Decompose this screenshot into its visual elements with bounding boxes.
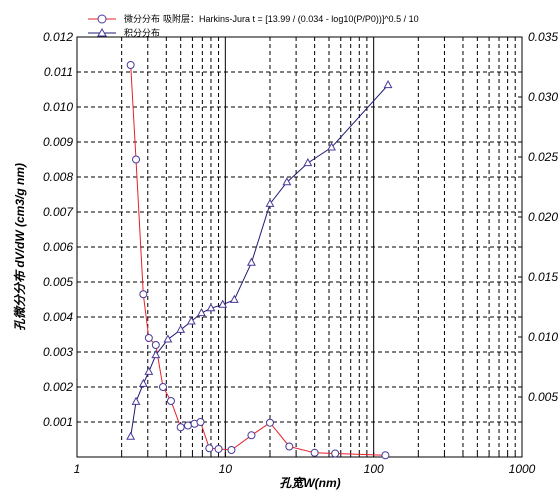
data-point-triangle <box>218 299 228 308</box>
data-point-circle <box>176 423 185 432</box>
tick-label-left: 0.011 <box>44 65 73 79</box>
tick-label-right: 0.020 <box>528 210 558 224</box>
series-line-1 <box>130 84 389 437</box>
y-axis-title: 孔微分分布 dV/dW (cm3/g nm) <box>13 163 27 331</box>
data-point-triangle <box>163 334 173 343</box>
tick-label-left: 0.006 <box>43 240 73 254</box>
data-point-triangle <box>144 366 154 375</box>
legend-marker-circle <box>97 14 107 24</box>
tick-label-left: 0.005 <box>43 275 73 289</box>
legend-label-differential: 微分分布 <box>124 13 160 24</box>
data-point-circle <box>205 444 214 453</box>
data-point-triangle <box>186 316 196 325</box>
series-markers <box>126 61 393 460</box>
data-point-triangle <box>303 157 313 167</box>
tick-label-left: 0.007 <box>43 205 74 219</box>
grid <box>77 37 522 457</box>
data-point-circle <box>331 449 340 458</box>
tick-label-right: 0.010 <box>528 330 558 344</box>
data-point-circle <box>214 444 223 453</box>
data-point-circle <box>381 451 390 460</box>
data-point-triangle <box>265 198 275 207</box>
data-point-triangle <box>151 349 161 359</box>
tick-label-left: 0.008 <box>43 170 73 184</box>
tick-label-right: 0.015 <box>528 270 558 284</box>
data-point-circle <box>227 446 236 454</box>
data-point-circle <box>265 418 274 427</box>
data-point-circle <box>183 421 192 430</box>
tick-label-left: 0.004 <box>43 310 73 324</box>
data-point-triangle <box>131 396 141 405</box>
data-point-triangle <box>247 257 256 266</box>
data-point-circle <box>285 442 294 451</box>
data-point-circle <box>151 341 160 349</box>
data-point-triangle <box>206 303 216 312</box>
series-lines <box>130 64 389 456</box>
data-point-circle <box>159 383 168 391</box>
tick-label-x: 100 <box>364 462 384 476</box>
tick-label-left: 0.002 <box>43 380 73 394</box>
legend-note-differential: 吸附层：Harkins-Jura t = [13.99 / (0.034 - l… <box>163 13 419 24</box>
series-line-0 <box>130 64 386 456</box>
tick-label-right: 0.035 <box>528 30 558 44</box>
data-point-circle <box>126 61 135 69</box>
data-point-circle <box>310 448 319 457</box>
tick-label-right: 0.025 <box>528 150 558 164</box>
data-point-circle <box>132 155 141 164</box>
data-point-triangle <box>327 142 336 151</box>
legend-marker-triangle <box>97 27 107 37</box>
tick-label-left: 0.010 <box>43 100 73 114</box>
data-point-triangle <box>176 324 186 333</box>
tick-label-x: 1 <box>74 462 81 476</box>
data-point-circle <box>144 334 153 342</box>
legend: 微分分布 吸附层：Harkins-Jura t = [13.99 / (0.03… <box>88 13 419 38</box>
data-point-circle <box>139 290 148 299</box>
x-axis: 1 10 100 1000 <box>74 452 536 476</box>
data-point-triangle <box>126 431 136 440</box>
data-point-triangle <box>196 307 206 317</box>
tick-label-x: 10 <box>219 462 233 476</box>
tick-label-left: 0.012 <box>43 30 73 44</box>
tick-label-left: 0.003 <box>43 345 73 359</box>
tick-label-right: 0.030 <box>528 90 558 104</box>
data-point-triangle <box>138 378 148 387</box>
data-point-triangle <box>383 79 393 89</box>
data-point-triangle <box>282 177 292 186</box>
data-point-triangle <box>229 294 239 303</box>
tick-label-right: 0.005 <box>528 390 558 404</box>
data-point-circle <box>166 397 175 405</box>
right-axis: 0.005 0.010 0.015 0.020 0.025 0.030 0.035 <box>518 30 558 404</box>
legend-label-cumulative: 积分分布 <box>124 27 160 38</box>
tick-label-x: 1000 <box>509 462 536 476</box>
left-axis: 0.001 0.002 0.003 0.004 0.005 0.006 0.007 0.008… <box>43 30 81 429</box>
x-axis-title: 孔宽W(nm) <box>279 476 340 490</box>
tick-label-left: 0.001 <box>43 415 73 429</box>
data-point-circle <box>196 418 205 426</box>
data-point-circle <box>247 431 256 440</box>
tick-label-left: 0.009 <box>43 135 73 149</box>
